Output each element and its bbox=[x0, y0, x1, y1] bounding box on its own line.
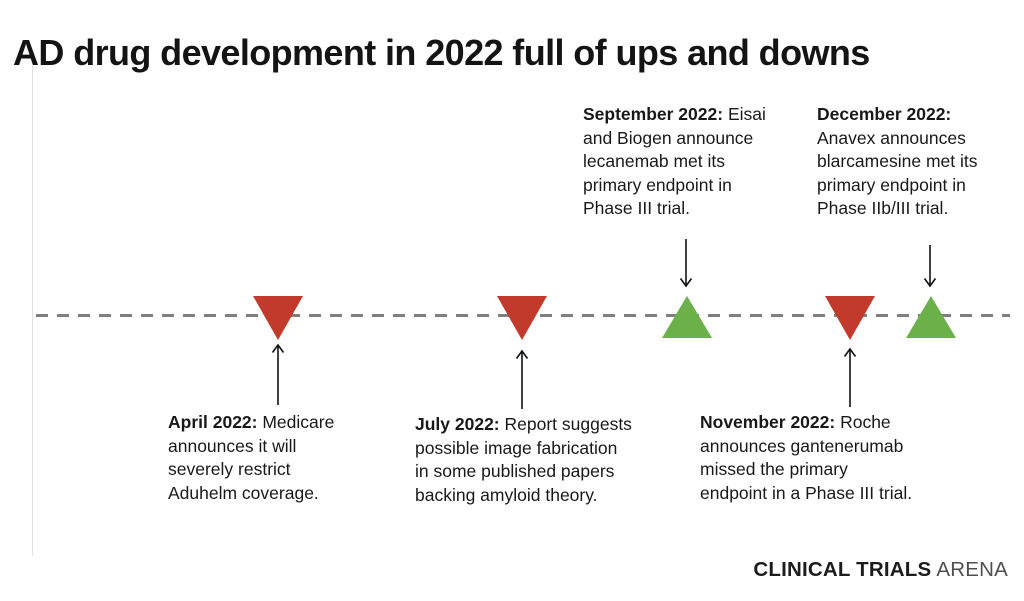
label-line: July 2022: Report suggests bbox=[415, 414, 632, 434]
label-line: Phase IIb/III trial. bbox=[817, 198, 949, 218]
label-line: September 2022: Eisai bbox=[583, 104, 766, 124]
event-date: November 2022: bbox=[700, 412, 836, 432]
label-line: missed the primary bbox=[700, 459, 848, 479]
label-line: and Biogen announce bbox=[583, 127, 754, 148]
label-line: Anavex announces bbox=[817, 127, 966, 148]
november-arrow-up-icon bbox=[843, 347, 857, 407]
label-line: primary endpoint in bbox=[817, 174, 966, 195]
brand-logo-bold: CLINICAL TRIALS bbox=[753, 558, 932, 581]
label-line: blarcamesine met its bbox=[817, 151, 978, 171]
label-line: announces it will bbox=[168, 435, 297, 456]
label-line: possible image fabrication bbox=[415, 437, 618, 458]
label-line: backing amyloid theory. bbox=[415, 484, 598, 505]
event-date: December 2022: bbox=[817, 104, 952, 124]
september-event-label: September 2022: Eisai and Biogen announc… bbox=[583, 103, 803, 221]
april-event-label: April 2022: Medicare announces it will s… bbox=[168, 411, 378, 505]
label-line: announces gantenerumab bbox=[700, 435, 904, 456]
september-triangle-up-marker bbox=[662, 296, 712, 338]
brand-logo-light: ARENA bbox=[936, 558, 1008, 581]
july-triangle-down-marker bbox=[497, 296, 547, 340]
november-event-label: November 2022: Roche announces ganteneru… bbox=[700, 411, 970, 505]
label-line: April 2022: Medicare bbox=[168, 412, 335, 432]
december-triangle-up-marker bbox=[906, 296, 956, 338]
event-date: July 2022: bbox=[415, 414, 500, 434]
label-line: primary endpoint in bbox=[583, 174, 732, 195]
label-line: Phase III trial. bbox=[583, 198, 690, 218]
label-line: Aduhelm coverage. bbox=[168, 482, 319, 503]
july-event-label: July 2022: Report suggests possible imag… bbox=[415, 413, 675, 507]
page-title: AD drug development in 2022 full of ups … bbox=[13, 32, 870, 74]
label-line: lecanemab met its bbox=[583, 151, 726, 171]
event-date: September 2022: bbox=[583, 104, 724, 124]
november-triangle-down-marker bbox=[825, 296, 875, 340]
label-line: in some published papers bbox=[415, 461, 615, 481]
y-axis-line bbox=[32, 66, 33, 556]
july-arrow-up-icon bbox=[515, 349, 529, 409]
label-line: November 2022: Roche bbox=[700, 412, 891, 432]
april-triangle-down-marker bbox=[253, 296, 303, 340]
december-arrow-down-icon bbox=[923, 245, 937, 288]
label-line: endpoint in a Phase III trial. bbox=[700, 482, 913, 503]
brand-logo: CLINICAL TRIALS ARENA bbox=[753, 558, 1008, 582]
event-date: April 2022: bbox=[168, 412, 258, 432]
december-event-label: December 2022: Anavex announces blarcame… bbox=[817, 103, 1024, 221]
label-line: December 2022: bbox=[817, 103, 1024, 127]
september-arrow-down-icon bbox=[679, 239, 693, 288]
april-arrow-up-icon bbox=[271, 343, 285, 405]
label-line: severely restrict bbox=[168, 459, 291, 479]
